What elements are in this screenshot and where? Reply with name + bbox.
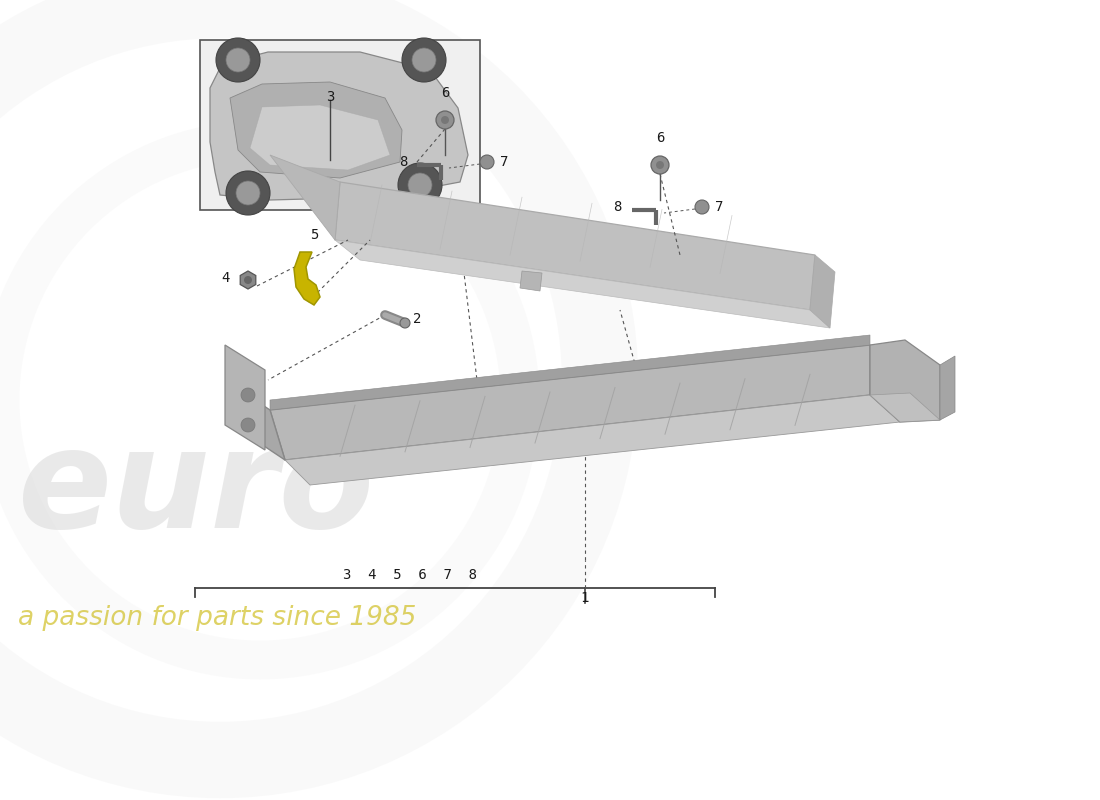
Text: euro: euro bbox=[18, 422, 375, 558]
Text: 7: 7 bbox=[500, 155, 508, 169]
Polygon shape bbox=[270, 345, 870, 460]
Polygon shape bbox=[240, 390, 285, 460]
Polygon shape bbox=[336, 182, 815, 310]
Polygon shape bbox=[230, 82, 402, 178]
Polygon shape bbox=[270, 335, 870, 410]
Circle shape bbox=[400, 318, 410, 328]
Circle shape bbox=[651, 156, 669, 174]
Text: 7: 7 bbox=[715, 200, 724, 214]
Text: 1: 1 bbox=[581, 591, 590, 605]
Circle shape bbox=[656, 161, 664, 169]
Polygon shape bbox=[520, 271, 542, 291]
Polygon shape bbox=[810, 255, 835, 328]
Circle shape bbox=[441, 116, 449, 124]
Text: 2: 2 bbox=[412, 312, 421, 326]
Polygon shape bbox=[270, 155, 340, 240]
Polygon shape bbox=[940, 356, 955, 420]
Polygon shape bbox=[294, 252, 320, 305]
Text: 6: 6 bbox=[441, 86, 449, 100]
Circle shape bbox=[398, 163, 442, 207]
Circle shape bbox=[241, 418, 255, 432]
Text: a passion for parts since 1985: a passion for parts since 1985 bbox=[18, 605, 417, 631]
Text: 8: 8 bbox=[398, 155, 407, 169]
Bar bbox=[200, 40, 480, 210]
Circle shape bbox=[226, 171, 270, 215]
Circle shape bbox=[412, 48, 436, 72]
Text: 8: 8 bbox=[614, 200, 622, 214]
Circle shape bbox=[402, 38, 446, 82]
Circle shape bbox=[244, 276, 252, 284]
Polygon shape bbox=[336, 240, 830, 328]
Polygon shape bbox=[230, 372, 255, 440]
Polygon shape bbox=[870, 340, 940, 422]
Polygon shape bbox=[870, 393, 940, 422]
Circle shape bbox=[408, 173, 432, 197]
Circle shape bbox=[480, 155, 494, 169]
Text: 3: 3 bbox=[326, 90, 334, 104]
Circle shape bbox=[236, 181, 260, 205]
Polygon shape bbox=[226, 345, 265, 450]
Circle shape bbox=[226, 48, 250, 72]
Text: 4: 4 bbox=[221, 271, 230, 285]
Polygon shape bbox=[285, 395, 900, 485]
Circle shape bbox=[436, 111, 454, 129]
Polygon shape bbox=[250, 105, 390, 170]
Circle shape bbox=[695, 200, 710, 214]
Polygon shape bbox=[210, 52, 468, 200]
Circle shape bbox=[241, 388, 255, 402]
Text: 6: 6 bbox=[656, 131, 664, 145]
Text: 5: 5 bbox=[310, 228, 318, 242]
Text: 3  4  5  6  7  8: 3 4 5 6 7 8 bbox=[343, 568, 477, 582]
Circle shape bbox=[216, 38, 260, 82]
